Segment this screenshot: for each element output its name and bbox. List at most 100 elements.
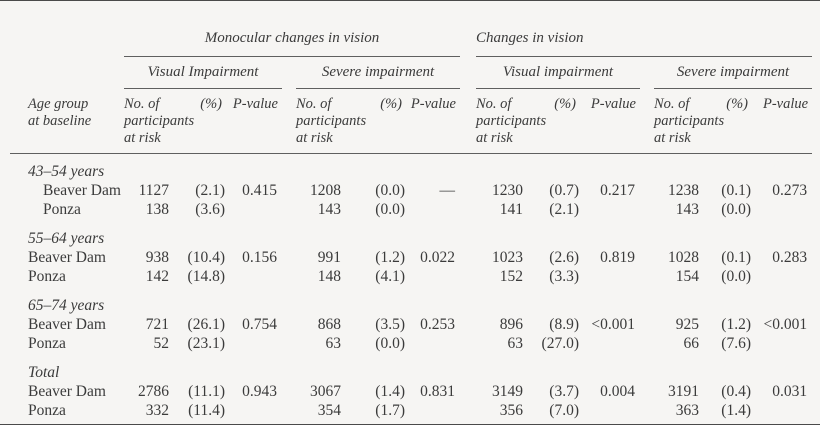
subsection-changes-visual: Visual impairment — [476, 56, 640, 89]
cell-value: 66 — [683, 335, 700, 352]
column-spacer — [640, 267, 654, 286]
column-spacer — [640, 181, 654, 200]
cell-value: (3.7) — [549, 383, 579, 400]
col-header-pct: (%) — [174, 88, 230, 154]
cell-value: 938 — [145, 249, 169, 266]
cell-value: (7.0) — [549, 402, 579, 419]
col-header-participants: No. of participants at risk — [654, 88, 724, 154]
cell-value: (0.1) — [721, 182, 751, 199]
vision-impairment-incidence-table: Monocular changes in vision Changes in v… — [10, 29, 813, 420]
cell-value: (2.1) — [549, 201, 579, 218]
table-row: Ponza 138 (3.6) 143 (0.0) 141 (2.1) 143 … — [10, 200, 812, 219]
cell-value: 1238 — [668, 182, 699, 199]
section-header-changes: Changes in vision — [476, 29, 813, 57]
column-spacer — [640, 315, 654, 334]
cell-value: — — [439, 182, 456, 199]
cell-value: (4.1) — [375, 268, 405, 285]
column-spacer — [460, 200, 476, 219]
cell-value: (1.7) — [375, 402, 405, 419]
cell-value — [410, 200, 460, 219]
col-header-pvalue: P-value — [410, 88, 460, 154]
cell-value: 1023 — [492, 249, 523, 266]
cell-value — [230, 267, 282, 286]
cell-value: 138 — [145, 201, 169, 218]
cell-value — [230, 200, 282, 219]
cell-value: (1.2) — [375, 249, 405, 266]
cell-value: 1208 — [310, 182, 341, 199]
cell-value: 154 — [675, 268, 699, 285]
cell-value: 142 — [145, 268, 169, 285]
cell-value: 0.283 — [772, 249, 808, 266]
section-header-monocular: Monocular changes in vision — [124, 29, 460, 57]
cell-value — [756, 267, 812, 286]
cell-value: (7.6) — [721, 335, 751, 352]
cell-value: 141 — [499, 201, 523, 218]
cell-value — [756, 200, 812, 219]
cell-value: 0.831 — [420, 383, 455, 400]
cell-value — [410, 401, 460, 420]
column-spacer — [460, 382, 476, 401]
cell-value — [584, 200, 640, 219]
col-header-pct: (%) — [346, 88, 410, 154]
cell-value: 0.273 — [772, 182, 808, 199]
cell-value: 0.022 — [420, 249, 455, 266]
cell-value: <0.001 — [763, 316, 808, 333]
col-header-participants: No. of participants at risk — [124, 88, 194, 154]
cell-value: 896 — [499, 316, 523, 333]
row-label: Ponza — [43, 201, 81, 218]
table-row: Beaver Dam 2786 (11.1) 0.943 3067 (1.4) … — [10, 382, 812, 401]
cell-value — [410, 267, 460, 286]
cell-value: 63 — [325, 335, 342, 352]
cell-value: 3191 — [668, 383, 699, 400]
group-label-row: Total — [10, 353, 812, 382]
table-row: Ponza 332 (11.4) 354 (1.7) 356 (7.0) 363… — [10, 401, 812, 420]
cell-value: (3.3) — [549, 268, 579, 285]
column-spacer — [640, 200, 654, 219]
cell-value — [756, 334, 812, 353]
cell-value: 0.819 — [600, 249, 635, 266]
row-label: Beaver Dam — [28, 316, 106, 333]
cell-value: 0.754 — [242, 316, 277, 333]
cell-value: 148 — [317, 268, 341, 285]
cell-value: 868 — [317, 316, 341, 333]
column-spacer — [640, 248, 654, 267]
cell-value: 0.253 — [420, 316, 455, 333]
column-spacer — [640, 382, 654, 401]
table-row: Beaver Dam 721 (26.1) 0.754 868 (3.5) 0.… — [10, 315, 812, 334]
cell-value: (0.1) — [721, 249, 751, 266]
section-header-row: Monocular changes in vision Changes in v… — [10, 29, 813, 57]
cell-value: 1127 — [138, 182, 169, 199]
column-spacer — [282, 88, 296, 154]
cell-value: (8.9) — [549, 316, 579, 333]
cell-value: 332 — [145, 402, 169, 419]
row-label: Ponza — [28, 268, 66, 285]
cell-value: 3149 — [492, 383, 523, 400]
cell-value: 0.943 — [242, 383, 277, 400]
cell-value: (0.0) — [375, 335, 405, 352]
column-spacer — [640, 334, 654, 353]
group-label: 55–64 years — [28, 230, 105, 247]
column-spacer — [282, 181, 296, 200]
subsection-changes-severe: Severe impairment — [654, 56, 813, 89]
group-label-row: 55–64 years — [10, 219, 812, 248]
column-spacer — [460, 88, 476, 154]
column-spacer — [282, 57, 296, 89]
col-header-pvalue: P-value — [584, 88, 640, 154]
column-spacer — [640, 401, 654, 420]
cell-value: 0.031 — [772, 383, 808, 400]
group-label: 43–54 years — [28, 163, 105, 180]
cell-value: (23.1) — [187, 335, 225, 352]
row-label: Beaver Dam — [28, 383, 106, 400]
column-spacer — [460, 315, 476, 334]
cell-value: (2.6) — [549, 249, 579, 266]
cell-value: (0.4) — [721, 383, 751, 400]
table-row: Ponza 142 (14.8) 148 (4.1) 152 (3.3) 154… — [10, 267, 812, 286]
cell-value — [756, 401, 812, 420]
column-spacer — [282, 200, 296, 219]
column-spacer — [282, 248, 296, 267]
cell-value: 1028 — [668, 249, 699, 266]
row-label: Beaver Dam — [43, 182, 121, 199]
row-label: Ponza — [28, 402, 66, 419]
cell-value: 356 — [499, 402, 523, 419]
